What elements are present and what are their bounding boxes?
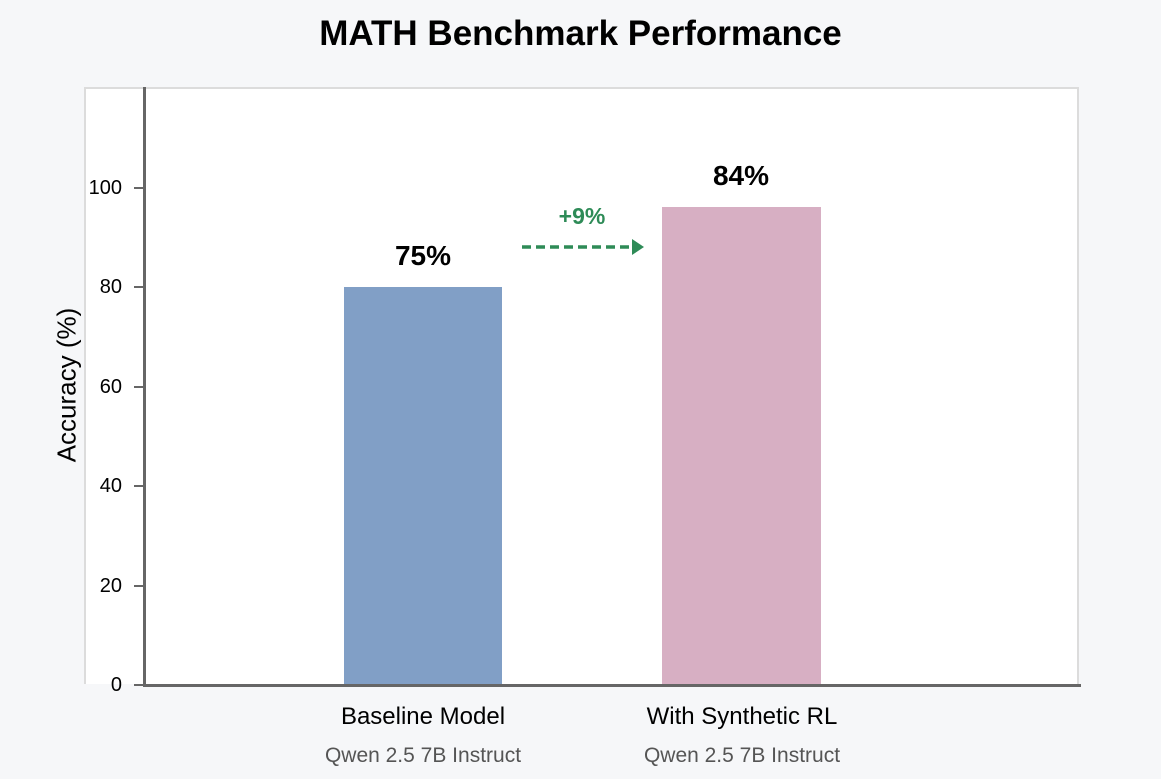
- y-tick: [134, 187, 144, 189]
- improvement-delta-label: +9%: [558, 203, 606, 229]
- y-tick-label: 100: [88, 177, 122, 199]
- y-tick-label: 0: [110, 674, 122, 696]
- y-axis-line: [143, 87, 146, 687]
- y-tick-label: 40: [99, 475, 122, 497]
- bar-baseline: [344, 287, 502, 685]
- bar-value-label: 75%: [394, 240, 452, 271]
- dashed-right-arrow-icon: [522, 239, 644, 255]
- chart-title: MATH Benchmark Performance: [319, 14, 842, 53]
- category-sublabel-baseline: Qwen 2.5 7B Instruct: [324, 744, 522, 767]
- category-label-baseline: Baseline Model: [340, 703, 506, 730]
- x-axis-line: [143, 684, 1081, 687]
- bar-synthetic-rl: [662, 207, 821, 685]
- y-tick: [134, 485, 144, 487]
- y-tick: [134, 585, 144, 587]
- y-tick-label: 80: [99, 276, 122, 298]
- y-tick: [134, 386, 144, 388]
- y-tick-label: 60: [99, 376, 122, 398]
- category-label-synthetic-rl: With Synthetic RL: [646, 703, 838, 730]
- category-sublabel-synthetic-rl: Qwen 2.5 7B Instruct: [643, 744, 841, 767]
- y-tick-label: 20: [99, 575, 122, 597]
- bar-value-label: 84%: [712, 160, 770, 191]
- y-tick: [134, 684, 144, 686]
- y-tick: [134, 286, 144, 288]
- y-axis-label: Accuracy (%): [51, 307, 82, 463]
- plot-area: [84, 87, 1079, 684]
